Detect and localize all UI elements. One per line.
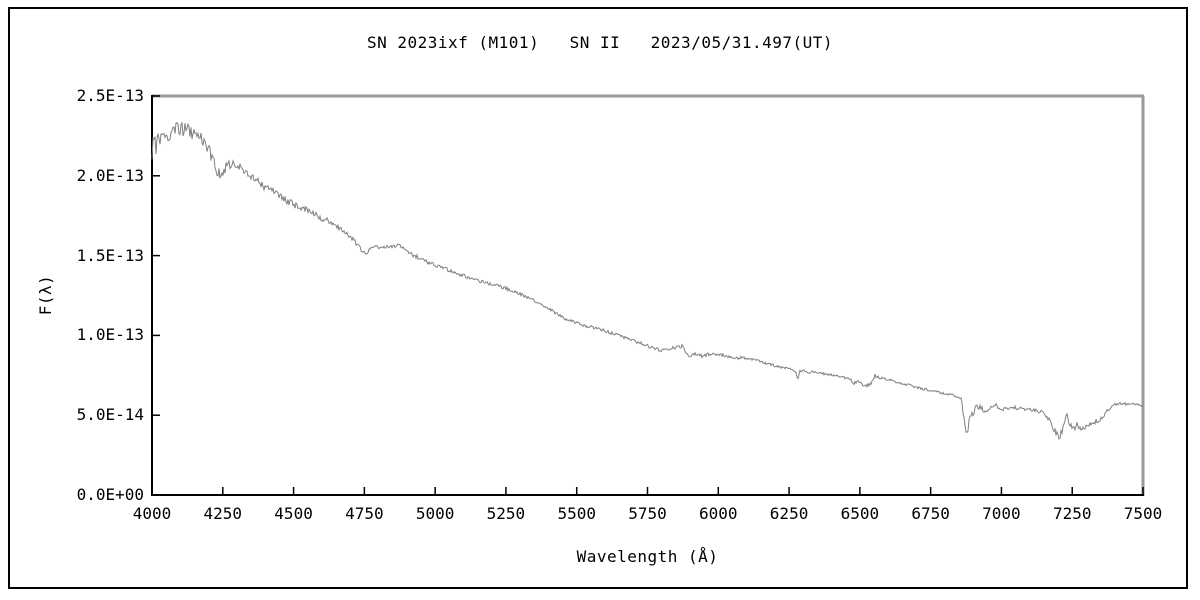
- x-axis-label: Wavelength (Å): [576, 547, 719, 566]
- x-tick-label: 7500: [1123, 504, 1163, 523]
- y-tick-label: 2.0E-13: [76, 165, 144, 185]
- x-tick-label: 5000: [415, 504, 455, 523]
- x-tick-label: 4250: [203, 504, 243, 523]
- x-tick-label: 6250: [769, 504, 809, 523]
- x-tick-label: 5750: [628, 504, 667, 523]
- y-tick-label: 5.0E-14: [76, 405, 144, 425]
- chart-title: SN 2023ixf (M101) SN II 2023/05/31.497(U…: [366, 33, 834, 52]
- y-tick-label: 2.5E-13: [76, 86, 144, 105]
- x-tick-label: 6500: [840, 504, 880, 523]
- x-tick-label: 7000: [982, 504, 1021, 523]
- y-tick-label: 1.0E-13: [76, 325, 144, 345]
- x-tick-label: 4500: [274, 504, 313, 523]
- x-tick-label: 4000: [132, 504, 172, 523]
- x-tick-label: 5250: [486, 504, 526, 523]
- y-tick-label: 0.0E+00: [76, 485, 144, 504]
- spectrum-line: [151, 121, 1144, 440]
- x-tick-label: 6750: [911, 504, 950, 523]
- x-tick-label: 7250: [1052, 504, 1092, 523]
- y-tick-label: 1.5E-13: [76, 245, 144, 265]
- x-tick-label: 6000: [699, 504, 738, 523]
- x-tick-label: 5500: [557, 504, 596, 523]
- x-tick-label: 4750: [345, 504, 384, 523]
